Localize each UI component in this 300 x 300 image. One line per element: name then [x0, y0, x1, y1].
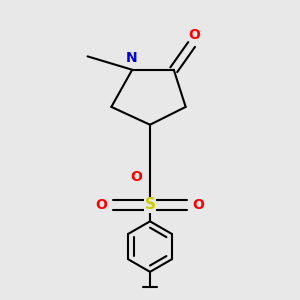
Text: O: O — [193, 198, 204, 212]
Text: S: S — [145, 197, 155, 212]
Text: O: O — [96, 198, 107, 212]
Text: N: N — [126, 51, 137, 65]
Text: O: O — [188, 28, 200, 42]
Text: O: O — [131, 170, 142, 184]
